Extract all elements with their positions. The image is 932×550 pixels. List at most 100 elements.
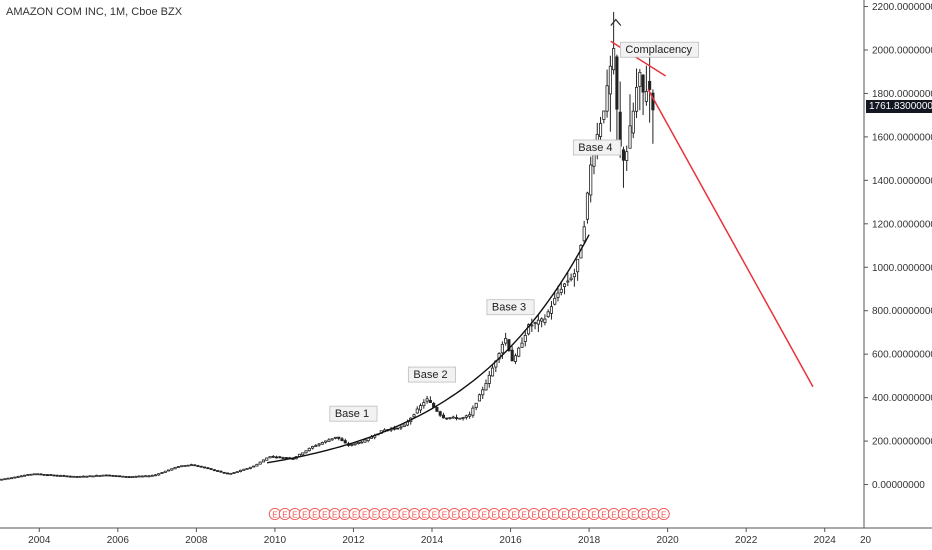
candle-body <box>487 374 491 384</box>
earnings-icon-letter: E <box>372 510 377 519</box>
candle-body <box>98 475 102 477</box>
candle-body <box>104 474 108 477</box>
candle-body <box>206 467 210 470</box>
candle-body <box>340 438 344 442</box>
candle-body <box>330 438 334 441</box>
candle-body <box>527 324 531 335</box>
candle-body <box>173 467 177 470</box>
candle-body <box>546 311 550 318</box>
candle-body <box>245 467 249 470</box>
annotation-box <box>407 366 456 383</box>
earnings-icon-letter: E <box>462 510 467 519</box>
earnings-icon-letter: E <box>621 510 626 519</box>
candle-body <box>510 349 514 362</box>
y-tick-label: 600.00000000 <box>872 350 932 361</box>
candle-body <box>468 414 472 417</box>
candle-body <box>304 450 308 454</box>
candle-body <box>533 322 537 324</box>
candle-body <box>108 474 112 477</box>
candle-body <box>62 475 66 477</box>
y-tick-label: 200.00000000 <box>872 437 932 448</box>
candle-body <box>216 470 220 472</box>
earnings-icon-letter: E <box>581 510 586 519</box>
candle-body <box>615 56 619 110</box>
candle-body <box>451 416 455 419</box>
candle-body <box>52 474 56 477</box>
candle-body <box>163 470 167 473</box>
earnings-icon <box>657 507 670 521</box>
earnings-icon-letter: E <box>442 510 447 519</box>
candle-body <box>422 402 426 407</box>
candle-body <box>3 478 7 481</box>
candle-body <box>317 443 321 446</box>
candle-body <box>635 86 639 112</box>
candlestick-series <box>0 11 655 481</box>
y-tick-label: 0.00000000 <box>872 480 925 491</box>
candle-body <box>599 123 603 137</box>
candle-body <box>399 426 403 429</box>
x-tick-label: 2008 <box>185 535 208 546</box>
candle-body <box>225 472 230 475</box>
candle-body <box>114 475 118 478</box>
candle-body <box>517 347 521 357</box>
candle-body <box>520 342 524 348</box>
annotation-box <box>329 405 378 422</box>
candle-body <box>549 306 553 314</box>
annotation-box <box>572 139 621 156</box>
candle-body <box>576 258 580 273</box>
candle-body <box>337 436 341 439</box>
candle-body <box>353 442 357 446</box>
candle-body <box>235 471 239 474</box>
candle-body <box>16 476 20 479</box>
candle-body <box>81 475 85 478</box>
candle-body <box>274 456 279 459</box>
candle-body <box>124 476 128 478</box>
price-axis[interactable]: 0.00000000 200.00000000 400.00000000 600.00… <box>863 0 932 528</box>
earnings-icon-letter: E <box>282 510 287 519</box>
candle-body <box>540 318 544 322</box>
candle-body <box>6 477 10 480</box>
earnings-icon-letter: E <box>541 510 546 519</box>
candle-body <box>396 427 400 430</box>
candle-body <box>202 466 207 469</box>
candle-body <box>278 456 282 459</box>
candle-body <box>193 464 197 467</box>
candle-body <box>268 456 272 459</box>
candle-body <box>242 468 246 471</box>
candle-body <box>490 367 495 377</box>
candle-body <box>75 476 79 478</box>
candle-body <box>176 466 180 468</box>
candle-body <box>140 475 144 478</box>
candle-body <box>589 164 593 196</box>
earnings-icon-letter: E <box>332 510 337 519</box>
candle-body <box>628 125 632 149</box>
candle-body <box>428 400 432 403</box>
candle-body <box>144 475 148 478</box>
candle-body <box>209 468 213 470</box>
candle-body <box>418 405 423 411</box>
earnings-icon-letter: E <box>352 510 357 519</box>
x-tick-label: 2024 <box>814 535 837 546</box>
candle-body <box>415 408 419 414</box>
earnings-icon-letter: E <box>631 510 636 519</box>
candle-body <box>0 478 4 481</box>
y-tick-label: 2200.00000000 <box>872 2 932 13</box>
earnings-icon-letter: E <box>551 510 556 519</box>
candle-body <box>101 474 105 477</box>
candle-body <box>166 469 171 472</box>
earnings-icon-letter: E <box>412 510 417 519</box>
candle-body <box>199 465 203 468</box>
chart-title: AMAZON COM INC, 1M, Cboe BZX <box>6 6 183 18</box>
candle-body <box>117 475 121 478</box>
candle-body <box>196 465 200 468</box>
candle-body <box>585 192 589 220</box>
time-axis[interactable]: 2004 2006 2008 2010 2012 2014 2016 2018 2020 2022… <box>0 527 932 546</box>
x-tick-label: 2018 <box>578 535 601 546</box>
candle-body <box>343 440 347 444</box>
candle-body <box>621 149 625 161</box>
candle-body <box>137 475 141 478</box>
candle-body <box>582 226 586 242</box>
earnings-icon-letter: E <box>611 510 616 519</box>
